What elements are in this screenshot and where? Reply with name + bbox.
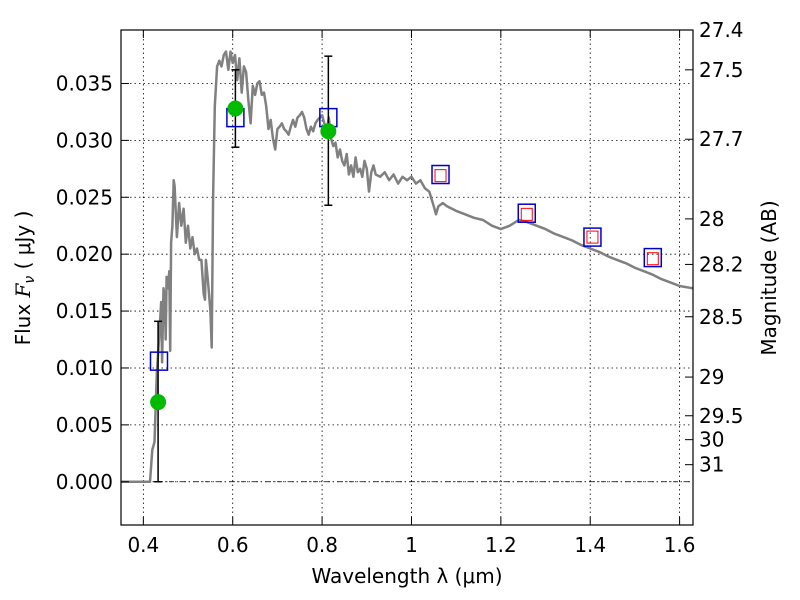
- x-tick-label: 1.2: [485, 533, 517, 557]
- tick-labels: 0.4 0.6 0.8 1 1.2 1.4 1.6 0.000 0.005 0.010 0.015 0…: [56, 18, 744, 557]
- y2-tick-label: 27.7: [699, 127, 744, 151]
- photometry-square-marker: [583, 227, 602, 247]
- y-tick-label: 0.015: [56, 299, 113, 323]
- y2-tick-label: 29: [699, 365, 724, 389]
- model-square-marker: [646, 252, 659, 266]
- y-tick-label: 0.010: [56, 356, 113, 380]
- observed-flux-point: [150, 394, 167, 411]
- y-tick-label: 0.020: [56, 242, 113, 266]
- x-tick-label: 1.4: [574, 533, 606, 557]
- y-axis-label: Flux Fν ( μJy ): [11, 211, 38, 346]
- y2-axis-label: Magnitude (AB): [757, 200, 781, 355]
- axis-ticks: [121, 29, 693, 525]
- y2-tick-label: 30: [699, 428, 724, 452]
- x-axis-label: Wavelength λ (μm): [311, 564, 502, 588]
- y-tick-label: 0.035: [56, 71, 113, 95]
- model-square-marker: [586, 230, 599, 244]
- plot-area: [121, 50, 694, 484]
- observed-flux-point: [227, 100, 244, 117]
- model-spectrum-line: [121, 50, 694, 484]
- photometry-square-marker: [431, 164, 450, 185]
- photometry-square-marker: [149, 351, 169, 371]
- photometry-square-marker: [517, 203, 537, 223]
- x-tick-label: 0.8: [306, 533, 338, 557]
- y2-tick-label: 28: [699, 207, 724, 231]
- y2-tick-label: 27.5: [699, 58, 744, 82]
- y-axis-label-subscript: ν: [22, 276, 38, 284]
- grid-lines: [121, 30, 693, 525]
- y2-tick-label: 28.2: [699, 252, 744, 276]
- y-axis-label-suffix: ( μJy ): [11, 211, 35, 276]
- observed-flux-point: [320, 123, 337, 140]
- y-tick-label: 0.000: [56, 470, 113, 494]
- photometry-square-marker: [643, 247, 663, 268]
- y-axis-label-prefix: Flux: [11, 297, 35, 345]
- y2-tick-label: 29.5: [699, 404, 744, 428]
- x-tick-label: 1.6: [664, 533, 696, 557]
- y2-tick-label: 31: [699, 453, 724, 477]
- x-tick-label: 1: [405, 533, 418, 557]
- model-square-marker: [520, 207, 533, 221]
- y-tick-label: 0.030: [56, 128, 113, 152]
- y-axis-label-symbol: F: [11, 282, 35, 298]
- y2-tick-label: 28.5: [699, 305, 744, 329]
- x-tick-label: 0.4: [127, 533, 159, 557]
- y-tick-label: 0.025: [56, 185, 113, 209]
- x-tick-label: 0.6: [217, 533, 249, 557]
- model-square-marker: [434, 169, 447, 183]
- y-tick-label: 0.005: [56, 413, 113, 437]
- y2-tick-label: 27.4: [699, 18, 744, 42]
- plot-frame: [120, 29, 694, 526]
